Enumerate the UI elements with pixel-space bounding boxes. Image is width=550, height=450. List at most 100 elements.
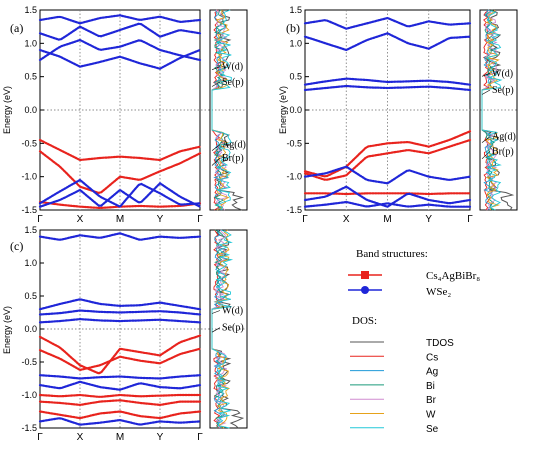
band-wse2	[38, 309, 202, 316]
y-tick-label: -1.5	[21, 423, 37, 433]
band-wse2	[38, 417, 202, 426]
band-wse2	[38, 298, 202, 311]
y-tick-label: -1.0	[21, 172, 37, 182]
band-wse2	[303, 200, 472, 208]
band-wse2	[38, 232, 202, 241]
dos-label: Se(p)	[222, 323, 244, 334]
legend-band-title: Band structures:	[356, 248, 428, 260]
dos-label: Se(p)	[222, 77, 244, 88]
dos-label-leader	[481, 73, 491, 77]
dos-label: W(d)	[222, 306, 243, 317]
y-tick-label: -0.5	[21, 138, 37, 148]
dos-plot-frame	[479, 9, 518, 211]
y-tick-label: 1.0	[289, 38, 302, 48]
x-tick-label: Γ	[467, 214, 473, 225]
x-tick-label: Γ	[302, 214, 308, 225]
band-cs4agbibr8	[38, 410, 202, 420]
legend-item-wse2: WSe₂	[348, 286, 451, 298]
x-tick-label: X	[77, 432, 84, 443]
band-cs4agbibr8	[38, 393, 202, 398]
dos-label-leader	[211, 144, 221, 151]
band-wse2	[38, 374, 202, 380]
dos-legend-items: TDOS Cs Ag Bi Br W Se	[350, 338, 454, 435]
dos-legend-label: Bi	[426, 381, 435, 392]
panel-b: (b) Energy (eV) 1.5 1.0 0.5 0.0 -0.5 -1.0 -1.5…	[278, 5, 518, 225]
y-tick-label: -1.0	[21, 390, 37, 400]
dos-label-leader	[211, 327, 221, 333]
x-tick-label: Y	[157, 432, 164, 443]
x-tick-label: X	[343, 214, 350, 225]
dos-label-leader	[211, 81, 221, 87]
y-tick-label: 0.5	[289, 72, 302, 82]
dos-legend-label: Ag	[426, 367, 438, 378]
band-wse2	[303, 165, 472, 185]
x-tick-label: Y	[425, 214, 432, 225]
band-wse2	[38, 14, 202, 25]
dos-label-leader	[481, 136, 491, 143]
band-plot-frame	[39, 9, 201, 211]
band-wse2	[38, 48, 202, 70]
dos-legend-label: TDOS	[426, 338, 454, 349]
legend-dos-title: DOS:	[352, 315, 377, 327]
x-tick-label: Γ	[197, 432, 203, 443]
dos-curve-se	[211, 229, 234, 429]
panel-c: (c) Energy (eV) 1.5 1.0 0.5 0.0 -0.5 -1.0 -1.5…	[2, 225, 248, 443]
y-tick-label: 0.0	[24, 105, 37, 115]
band-cs4agbibr8	[303, 138, 472, 181]
dos-label-leader	[211, 66, 221, 70]
dos-label-leader	[481, 151, 491, 160]
dos-label: Br(p)	[492, 146, 514, 157]
x-tick-label: X	[77, 214, 84, 225]
x-tick-label: Γ	[37, 214, 43, 225]
y-tick-label: 1.5	[289, 5, 302, 15]
y-tick-label: 1.0	[24, 38, 37, 48]
y-tick-label: 0.0	[289, 105, 302, 115]
dos-plot-frame	[209, 9, 248, 211]
x-tick-label: Y	[157, 214, 164, 225]
band-wse2	[38, 22, 202, 41]
x-tick-label: M	[116, 432, 124, 443]
band-wse2	[303, 32, 472, 52]
panel-label-a: (a)	[10, 21, 23, 35]
band-wse2	[303, 77, 472, 86]
dos-curve-se	[481, 9, 503, 211]
y-tick-label: -1.5	[286, 205, 302, 215]
y-tick-label: 1.5	[24, 225, 37, 235]
band-wse2	[303, 16, 472, 30]
dos-label: W(d)	[492, 68, 513, 79]
ylabel-c: Energy (eV)	[2, 306, 12, 354]
dos-label-leader	[211, 310, 221, 314]
band-cs4agbibr8	[38, 150, 202, 195]
y-tick-label: 1.0	[24, 258, 37, 268]
band-wse2	[303, 185, 472, 208]
dos-label: W(d)	[222, 62, 243, 73]
dos-label: Ag(d)	[222, 140, 246, 151]
band-wse2	[38, 38, 202, 62]
x-tick-label: M	[116, 214, 124, 225]
dos-label-leader	[481, 89, 491, 95]
y-tick-label: 1.5	[24, 5, 37, 15]
dos-label: Br(p)	[222, 153, 244, 164]
x-tick-label: Γ	[37, 432, 43, 443]
band-cs4agbibr8	[38, 138, 202, 162]
y-tick-label: -1.0	[286, 172, 302, 182]
y-tick-label: -1.5	[21, 205, 37, 215]
band-wse2	[38, 181, 202, 208]
dos-label: Ag(d)	[492, 132, 516, 143]
legend-circle-marker	[361, 286, 369, 294]
band-wse2	[38, 178, 202, 209]
band-wse2	[303, 84, 472, 92]
dos-legend-label: Cs	[426, 352, 438, 363]
band-wse2	[38, 380, 202, 391]
dos-label: Se(p)	[492, 85, 514, 96]
dos-legend-label: Se	[426, 424, 439, 435]
panel-a: (a) Energy (eV) 1.5 1.0 0.5 0.0 -0.5 -1.0 -1.5…	[2, 5, 248, 225]
legend-item-cs4agbibr8: Cs₄AgBiBr₈	[348, 270, 480, 282]
legend: Band structures: Cs₄AgBiBr₈ WSe₂ DOS: TD…	[348, 248, 480, 435]
dos-label-leader	[211, 157, 221, 166]
y-tick-label: 0.5	[24, 291, 37, 301]
legend-label-wse2: WSe₂	[426, 286, 451, 298]
ylabel-a: Energy (eV)	[2, 86, 12, 134]
legend-square-marker	[361, 271, 369, 279]
dos-curve-se	[211, 9, 232, 211]
